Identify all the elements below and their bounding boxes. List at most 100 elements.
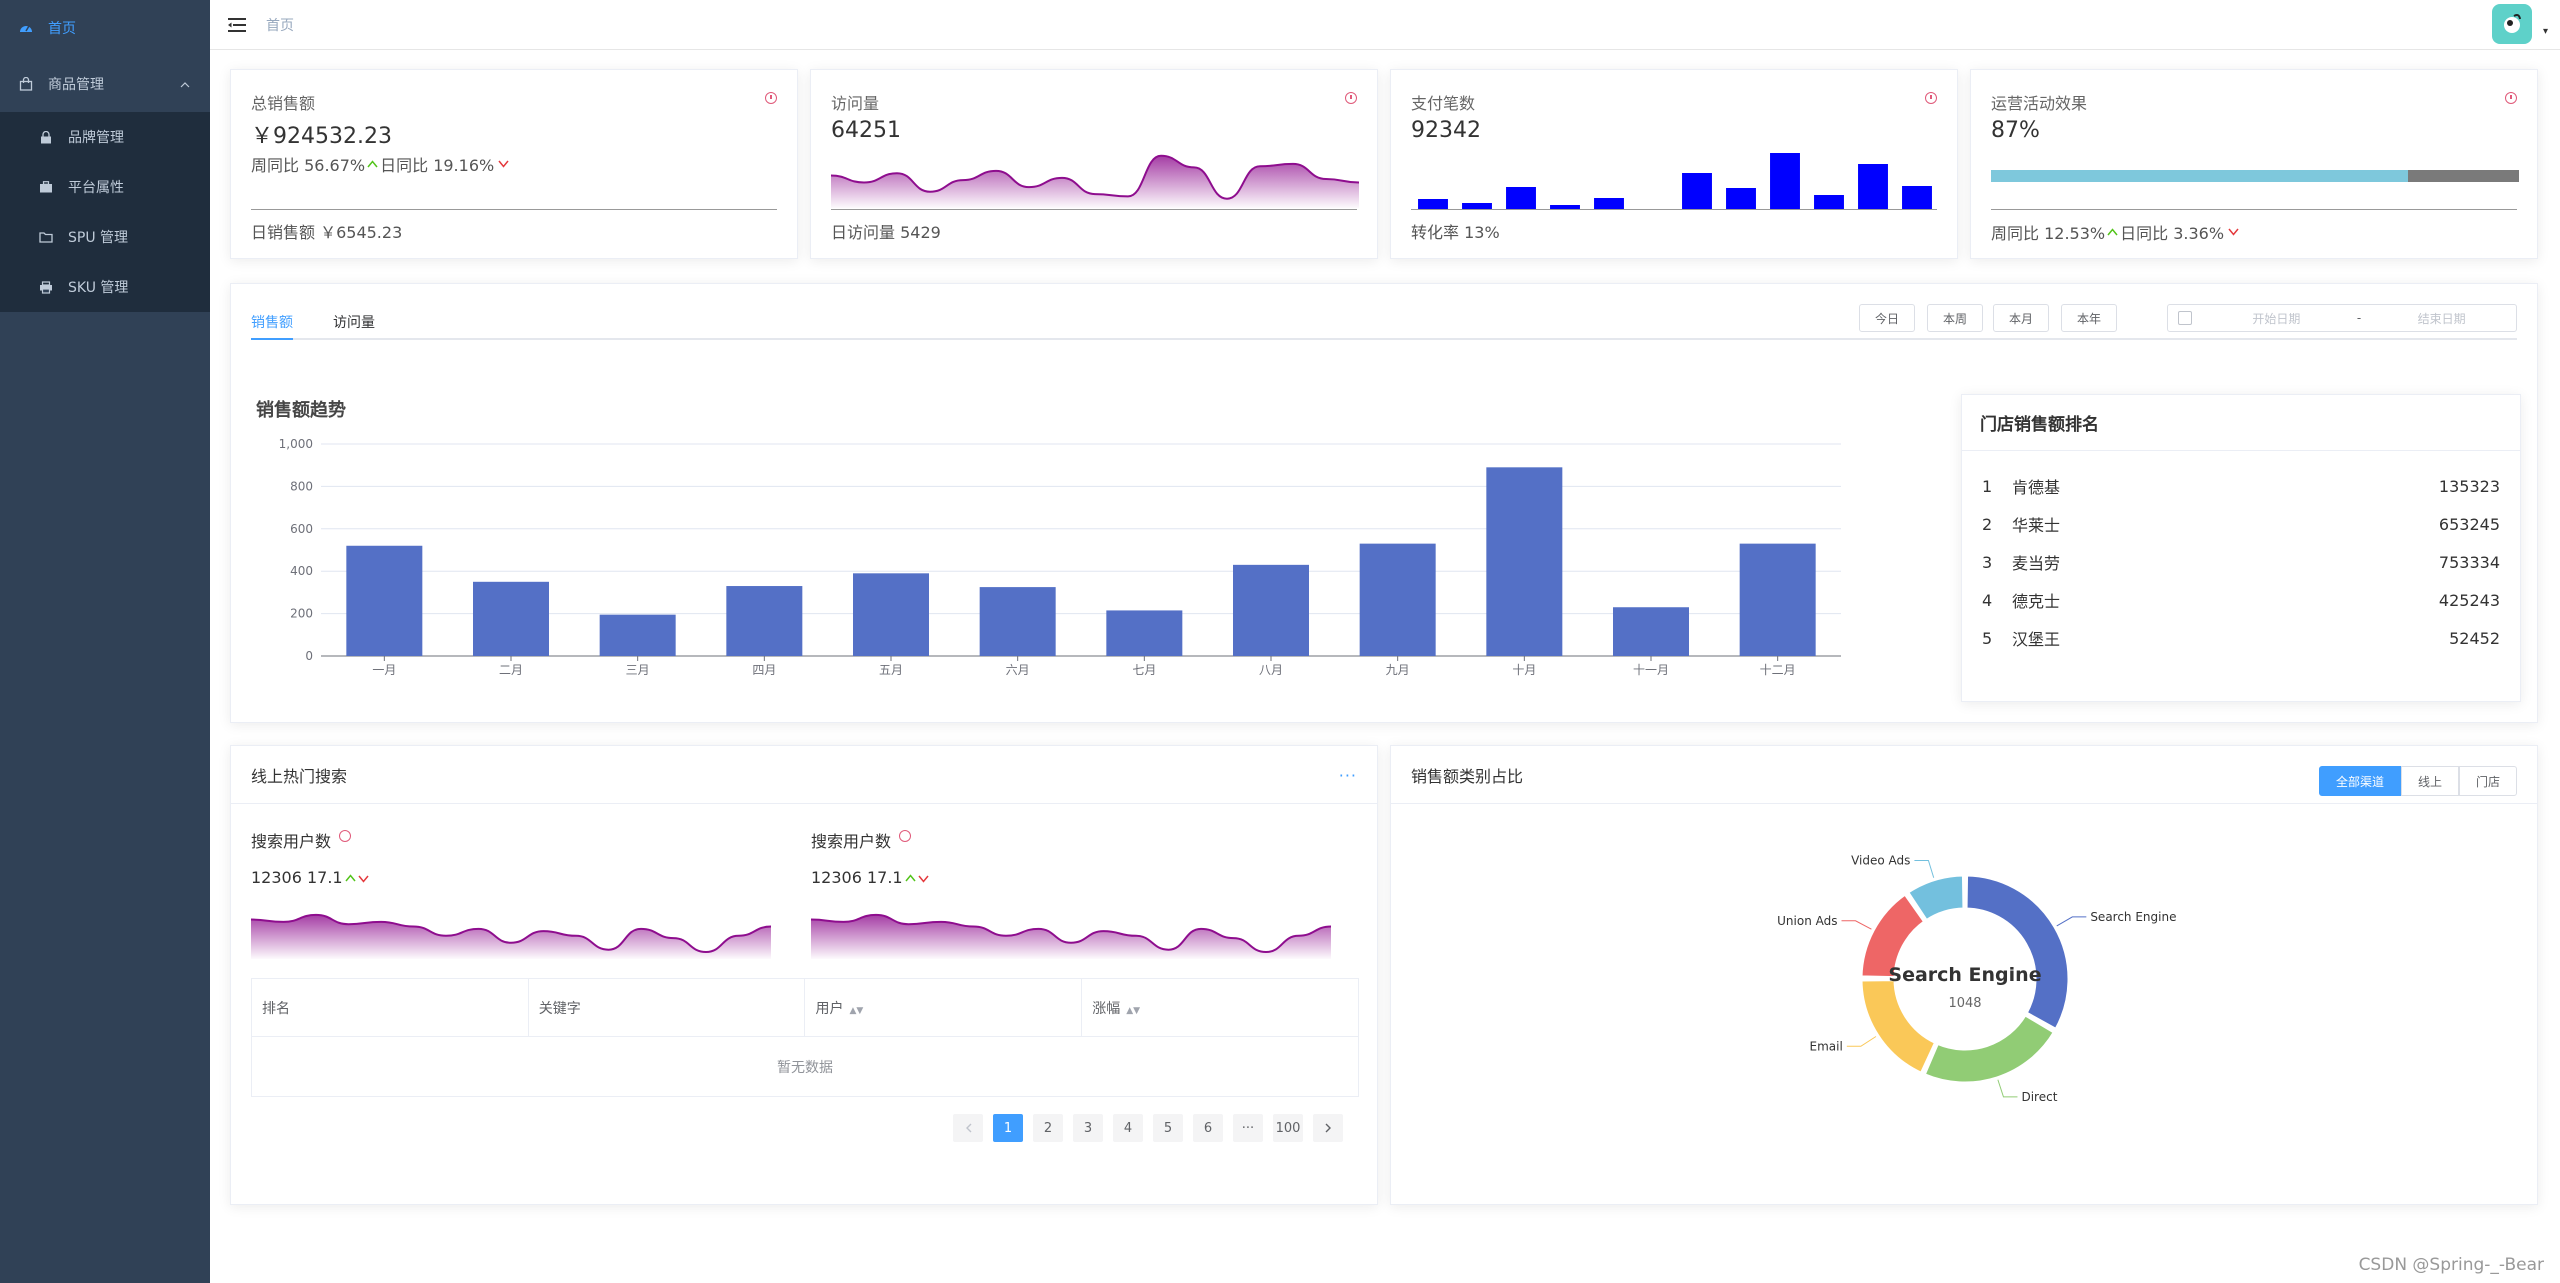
breadcrumb[interactable]: 首页 (266, 17, 294, 34)
avatar[interactable] (2492, 4, 2532, 44)
info-icon[interactable] (765, 92, 777, 104)
sidebar-item-label: SKU 管理 (68, 280, 129, 296)
search-users-label-2: 搜索用户数 (811, 828, 912, 852)
donut-slice (1964, 873, 2071, 1031)
today-button[interactable]: 今日 (1859, 304, 1915, 332)
channel-store[interactable]: 门店 (2458, 766, 2517, 796)
y-tick-label: 1,000 (279, 437, 313, 451)
sidebar-item-label: 首页 (48, 21, 76, 37)
payment-bar (1770, 153, 1800, 210)
sales-bar (346, 545, 423, 656)
category-header: 销售额类别占比 (1391, 746, 2537, 804)
search-users-value: 12306 17.1 (251, 868, 369, 887)
payment-bar (1418, 199, 1448, 210)
x-tick-label: 十二月 (1760, 663, 1796, 677)
start-date-input[interactable]: 开始日期 (2252, 311, 2301, 326)
info-icon[interactable] (2505, 92, 2517, 104)
this-month-button[interactable]: 本月 (1993, 304, 2049, 332)
sidebar-item-label: 品牌管理 (68, 130, 124, 146)
sidebar-item-sku[interactable]: SKU 管理 (0, 262, 210, 312)
payment-bar (1814, 195, 1844, 210)
info-icon[interactable] (1345, 92, 1357, 104)
sidebar-item-attr[interactable]: 平台属性 (0, 162, 210, 212)
arrow-up-icon (345, 870, 356, 886)
x-tick-label: 十月 (1512, 663, 1536, 677)
sidebar-item-brand[interactable]: 品牌管理 (0, 112, 210, 162)
payment-bar (1726, 188, 1756, 210)
stat-value: 87% (1991, 118, 2040, 143)
this-week-button[interactable]: 本周 (1927, 304, 1983, 332)
slice-label: Union Ads (1777, 914, 1837, 928)
page-2[interactable]: 2 (1033, 1114, 1063, 1142)
sidebar-item-label: SPU 管理 (68, 230, 129, 246)
x-tick-label: 一月 (372, 663, 396, 677)
page-100[interactable]: 100 (1273, 1114, 1303, 1142)
end-date-input[interactable]: 结束日期 (2417, 311, 2466, 326)
area-fill (251, 914, 771, 959)
info-icon[interactable] (899, 830, 912, 842)
sales-bar (726, 586, 803, 656)
tab-sales[interactable]: 销售额 (251, 315, 293, 331)
arrow-down-icon (2228, 224, 2239, 240)
stat-card-payments: 支付笔数 92342 转化率 13% (1390, 69, 1958, 259)
arrow-down-icon (358, 868, 369, 887)
col-keyword: 关键字 (527, 978, 806, 1037)
divider (831, 209, 1357, 210)
page-6[interactable]: 6 (1193, 1114, 1223, 1142)
date-range-picker[interactable]: 开始日期 - 结束日期 (2167, 304, 2517, 332)
x-tick-label: 三月 (626, 663, 650, 677)
stat-value: 92342 (1411, 118, 1481, 143)
prev-page-button[interactable] (953, 1114, 983, 1142)
col-growth[interactable]: 涨幅 ▲▼ (1081, 978, 1359, 1037)
donut-slice (1859, 978, 1938, 1075)
stat-card-campaign: 运营活动效果 87% 周同比 12.53% 日同比 3.36% (1970, 69, 2538, 259)
sales-bar (473, 581, 549, 656)
more-icon[interactable]: ··· (1338, 766, 1357, 785)
ranking-name: 华莱士 (2012, 516, 2061, 535)
area-fill (811, 914, 1331, 959)
col-users[interactable]: 用户 ▲▼ (804, 978, 1083, 1037)
search-users-area-chart-2 (811, 913, 1332, 959)
sidebar-item-label: 商品管理 (48, 77, 104, 93)
sales-bar (1613, 607, 1689, 656)
channel-all[interactable]: 全部渠道 (2318, 766, 2401, 796)
table-header-row: 排名 关键字 用户 ▲▼ 涨幅 ▲▼ (251, 978, 1359, 1037)
next-page-button[interactable] (1313, 1114, 1343, 1142)
hamburger-menu-icon[interactable] (226, 14, 248, 36)
sidebar-item-goods[interactable]: 商品管理 (0, 56, 210, 112)
briefcase-icon (38, 179, 54, 195)
ranking-no: 4 (1982, 590, 1993, 610)
page-5[interactable]: 5 (1153, 1114, 1183, 1142)
search-users-number: 12306 17.1 (811, 868, 903, 887)
stat-compare: 周同比 56.67% 日同比 19.16% (251, 152, 513, 176)
sidebar-item-home[interactable]: 首页 (0, 0, 210, 56)
sidebar-item-spu[interactable]: SPU 管理 (0, 212, 210, 262)
info-icon[interactable] (1925, 92, 1937, 104)
this-year-button[interactable]: 本年 (2061, 304, 2117, 332)
visits-area-chart (831, 154, 1359, 208)
channel-online[interactable]: 线上 (2400, 766, 2459, 796)
pagination: 1 2 3 4 5 6 ··· 100 (943, 1114, 1343, 1142)
stat-card-total-sales: 总销售额 ￥924532.23 周同比 56.67% 日同比 19.16% 日销… (230, 69, 798, 259)
campaign-progress-fill (1991, 170, 2409, 182)
ranking-name: 汉堡王 (2012, 630, 2061, 649)
info-icon[interactable] (339, 830, 352, 842)
payment-bar (1462, 203, 1492, 210)
week-compare: 周同比 12.53% (1991, 224, 2106, 243)
payment-bar (1506, 187, 1536, 210)
page-1[interactable]: 1 (993, 1114, 1023, 1142)
category-title: 销售额类别占比 (1411, 766, 1524, 786)
sort-icon[interactable]: ▲▼ (1126, 1005, 1141, 1016)
slice-label: Direct (2021, 1090, 2057, 1104)
list-item: 5 汉堡王 52452 (1982, 619, 2500, 657)
arrow-up-icon (367, 156, 378, 172)
page-3[interactable]: 3 (1073, 1114, 1103, 1142)
page-more[interactable]: ··· (1233, 1114, 1263, 1142)
tab-visits[interactable]: 访问量 (333, 315, 375, 331)
sort-icon[interactable]: ▲▼ (849, 1005, 864, 1016)
col-users-label: 用户 (815, 1000, 844, 1017)
y-tick-label: 600 (290, 522, 313, 536)
page-4[interactable]: 4 (1113, 1114, 1143, 1142)
caret-down-icon[interactable]: ▾ (2542, 26, 2548, 37)
ranking-list: 1 肯德基 135323 2 华莱士 653245 3 麦当劳 753334 4 德克士 425243… (1962, 451, 2520, 657)
